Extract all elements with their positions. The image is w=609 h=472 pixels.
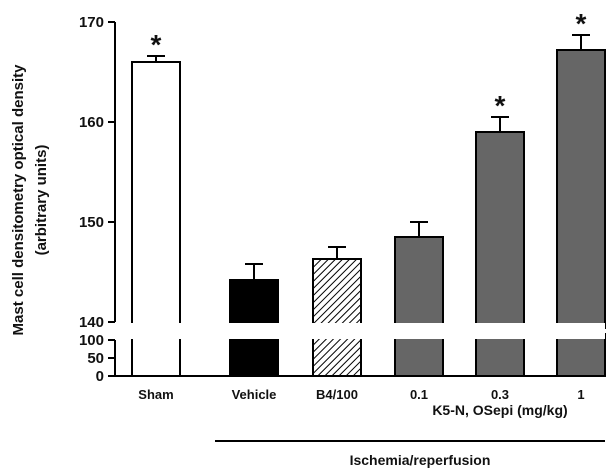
category-label: Sham — [138, 387, 173, 402]
bar-upper-segment — [556, 49, 606, 329]
category-label: 0.3 — [491, 387, 509, 402]
category-label: 1 — [577, 387, 584, 402]
bar-lower-segment — [475, 333, 525, 377]
y-tick-label: 0 — [96, 368, 104, 385]
bar — [394, 221, 444, 377]
y-tick-label: 150 — [79, 214, 104, 231]
category-label: 0.1 — [410, 387, 428, 402]
y-tick-label: 160 — [79, 114, 104, 131]
y-axis-label: Mast cell densitometry optical density — [10, 64, 27, 336]
bar-lower-segment — [556, 333, 606, 377]
axis-break-gap — [103, 323, 605, 339]
bar — [556, 34, 606, 377]
bar — [131, 55, 181, 377]
y-tick-label: 50 — [87, 350, 104, 367]
bar-upper-segment — [312, 258, 362, 329]
bar-upper-segment — [475, 131, 525, 329]
bar-upper-segment — [131, 61, 181, 329]
significance-star: * — [495, 90, 506, 121]
significance-star: * — [151, 29, 162, 60]
y-tick-label: 100 — [79, 332, 104, 349]
bar-upper-segment — [394, 236, 444, 329]
bar-lower-segment — [229, 333, 279, 377]
bar — [312, 246, 362, 377]
category-label: B4/100 — [316, 387, 358, 402]
bar-upper-segment — [229, 279, 279, 329]
condition-group-label: Ischemia/reperfusion — [350, 452, 491, 468]
bar-lower-segment — [394, 333, 444, 377]
bars-layer — [131, 34, 606, 377]
category-label: Vehicle — [232, 387, 277, 402]
y-axis-label-units: (arbitrary units) — [33, 145, 50, 256]
bar-lower-segment — [312, 333, 362, 377]
bar-lower-segment — [131, 333, 181, 377]
y-tick-label: 170 — [79, 14, 104, 31]
y-tick-label: 140 — [79, 314, 104, 331]
bar — [229, 263, 279, 377]
axis-break-layer — [103, 323, 605, 339]
dose-group-label: K5-N, OSepi (mg/kg) — [432, 402, 567, 418]
significance-star: * — [576, 8, 587, 39]
bar — [475, 116, 525, 377]
